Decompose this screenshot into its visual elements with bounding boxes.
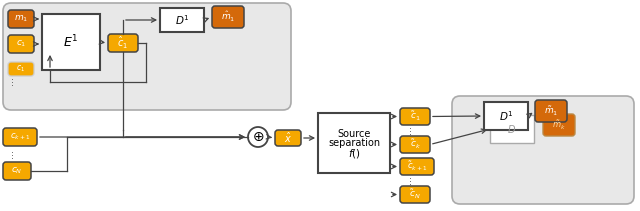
Circle shape	[248, 127, 268, 147]
Text: $\hat{m}_1$: $\hat{m}_1$	[221, 10, 235, 24]
FancyBboxPatch shape	[400, 186, 430, 203]
Bar	[318, 113, 390, 173]
Text: $c_1$: $c_1$	[17, 64, 26, 74]
Text: ...: ...	[5, 76, 15, 84]
Text: ...: ...	[5, 149, 15, 157]
FancyBboxPatch shape	[8, 62, 34, 76]
Text: $\hat{c}_1$: $\hat{c}_1$	[118, 35, 129, 51]
Text: $\tilde{c}_N$: $\tilde{c}_N$	[409, 188, 421, 201]
FancyBboxPatch shape	[108, 34, 138, 52]
Text: $m_1$: $m_1$	[14, 14, 28, 24]
Text: $D^1$: $D^1$	[499, 109, 513, 123]
FancyBboxPatch shape	[3, 128, 37, 146]
FancyBboxPatch shape	[275, 130, 301, 146]
Bar	[160, 8, 204, 32]
Text: $D$: $D$	[508, 123, 516, 135]
Text: $\oplus$: $\oplus$	[252, 130, 264, 144]
Text: $\tilde{m}_k$: $\tilde{m}_k$	[552, 118, 566, 132]
Text: $f()$: $f()$	[348, 147, 360, 161]
Bar	[42, 14, 100, 70]
Text: separation: separation	[328, 138, 380, 148]
FancyBboxPatch shape	[8, 10, 34, 28]
Text: Source: Source	[337, 129, 371, 139]
Text: $\tilde{c}_1$: $\tilde{c}_1$	[410, 110, 420, 123]
Text: $c_{k+1}$: $c_{k+1}$	[10, 132, 30, 142]
FancyBboxPatch shape	[3, 3, 291, 110]
FancyBboxPatch shape	[3, 162, 31, 180]
Text: $c_N$: $c_N$	[12, 166, 23, 176]
Text: $c_1$: $c_1$	[16, 39, 26, 49]
FancyBboxPatch shape	[535, 100, 567, 122]
Text: $\hat{x}$: $\hat{x}$	[284, 131, 292, 145]
Text: $\tilde{c}_{k+1}$: $\tilde{c}_{k+1}$	[407, 160, 428, 173]
FancyBboxPatch shape	[8, 35, 34, 53]
FancyBboxPatch shape	[400, 158, 434, 175]
Text: $E^1$: $E^1$	[63, 34, 79, 50]
FancyBboxPatch shape	[212, 6, 244, 28]
Text: $D^1$: $D^1$	[175, 13, 189, 27]
Text: $\tilde{m}_1$: $\tilde{m}_1$	[544, 104, 558, 118]
FancyBboxPatch shape	[400, 108, 430, 125]
Text: $\tilde{c}_k$: $\tilde{c}_k$	[410, 138, 420, 151]
Text: ...: ...	[403, 176, 413, 184]
FancyBboxPatch shape	[543, 114, 575, 136]
Bar	[484, 102, 528, 130]
Text: ...: ...	[403, 126, 413, 134]
Bar	[490, 115, 534, 143]
FancyBboxPatch shape	[400, 136, 430, 153]
FancyBboxPatch shape	[452, 96, 634, 204]
